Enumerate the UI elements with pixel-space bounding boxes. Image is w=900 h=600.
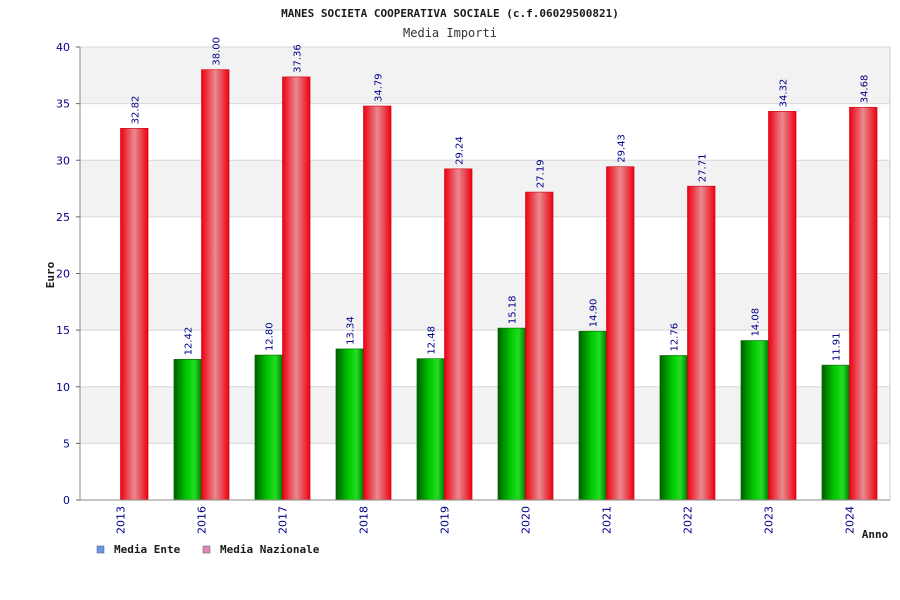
data-label-media-nazionale-2024: 34.68 — [859, 75, 870, 104]
bar-media-ente-2018 — [335, 348, 364, 501]
bar-media-ente-2023 — [740, 340, 769, 501]
data-label-media-nazionale-2021: 29.43 — [616, 134, 627, 163]
bar-media-nazionale-2022 — [687, 185, 716, 501]
x-tick-label: 2019 — [439, 506, 452, 534]
bar-media-nazionale-2019 — [444, 168, 473, 501]
x-tick-label: 2023 — [763, 506, 776, 534]
y-tick-label: 40 — [56, 41, 70, 54]
bars-layer — [120, 69, 878, 501]
bar-media-ente-2021 — [578, 330, 607, 501]
legend: Media Ente Media Nazionale — [96, 543, 320, 556]
data-label-media-ente-2020: 15.18 — [508, 295, 519, 324]
bar-media-ente-2016 — [173, 359, 202, 501]
bar-media-ente-2024 — [821, 364, 850, 501]
data-label-media-ente-2022: 12.76 — [670, 323, 681, 352]
y-tick-label: 25 — [56, 211, 70, 224]
bar-media-nazionale-2017 — [282, 76, 311, 501]
y-axis-label: Euro — [44, 261, 57, 288]
legend-label-media-nazionale: Media Nazionale — [220, 543, 320, 556]
bar-media-nazionale-2020 — [525, 191, 554, 501]
data-label-media-ente-2018: 13.34 — [346, 316, 357, 345]
legend-swatch-media-nazionale — [202, 545, 211, 554]
bar-media-nazionale-2024 — [849, 106, 878, 501]
data-label-media-ente-2016: 12.42 — [184, 327, 195, 356]
y-tick-label: 35 — [56, 98, 70, 111]
x-tick-label: 2020 — [520, 506, 533, 534]
y-tick-label: 20 — [56, 268, 70, 281]
data-label-media-nazionale-2016: 38.00 — [211, 37, 222, 66]
y-tick-label: 5 — [63, 437, 70, 450]
bar-media-nazionale-2018 — [363, 105, 392, 501]
y-tick-label: 30 — [56, 154, 70, 167]
x-tick-label: 2016 — [196, 506, 209, 534]
y-tick-label: 10 — [56, 381, 70, 394]
y-tick-label: 0 — [63, 494, 70, 507]
data-label-media-nazionale-2023: 34.32 — [778, 79, 789, 108]
x-tick-label: 2013 — [115, 506, 128, 534]
legend-label-media-ente: Media Ente — [114, 543, 181, 556]
x-tick-label: 2021 — [601, 506, 614, 534]
bar-media-nazionale-2023 — [768, 111, 797, 501]
chart-title: MANES SOCIETA COOPERATIVA SOCIALE (c.f.0… — [281, 7, 619, 20]
bar-media-ente-2017 — [254, 354, 283, 501]
y-tick-label: 15 — [56, 324, 70, 337]
bar-media-nazionale-2021 — [606, 166, 635, 501]
x-tick-label: 2024 — [844, 506, 857, 534]
bar-media-nazionale-2016 — [201, 69, 230, 501]
bar-media-ente-2020 — [497, 327, 526, 501]
data-label-media-nazionale-2022: 27.71 — [697, 154, 708, 183]
data-label-media-nazionale-2020: 27.19 — [535, 159, 546, 188]
bar-media-ente-2019 — [416, 358, 445, 501]
data-label-media-ente-2017: 12.80 — [265, 322, 276, 351]
data-label-media-nazionale-2018: 34.79 — [373, 73, 384, 102]
bar-media-nazionale-2013 — [120, 128, 149, 501]
x-tick-label: 2018 — [358, 506, 371, 534]
bar-media-ente-2022 — [659, 355, 688, 501]
x-tick-label: 2022 — [682, 506, 695, 534]
x-tick-label: 2017 — [277, 506, 290, 534]
data-label-media-nazionale-2017: 37.36 — [292, 44, 303, 73]
data-label-media-nazionale-2013: 32.82 — [130, 96, 141, 125]
data-label-media-ente-2021: 14.90 — [589, 299, 600, 328]
data-label-media-ente-2019: 12.48 — [427, 326, 438, 355]
data-label-media-ente-2024: 11.91 — [832, 332, 843, 361]
axes: 0 5 10 15 20 25 30 35 40 2013 2016 2017 2018 2019 2020… — [56, 41, 890, 534]
x-axis-label: Anno — [862, 528, 889, 541]
chart-subtitle: Media Importi — [403, 26, 497, 40]
data-label-media-ente-2023: 14.08 — [751, 308, 762, 337]
data-label-media-nazionale-2019: 29.24 — [454, 136, 465, 165]
value-labels: 32.82 12.42 38.00 12.80 37.36 13.34 34.79 12.48… — [130, 37, 870, 361]
legend-swatch-media-ente — [96, 545, 105, 554]
